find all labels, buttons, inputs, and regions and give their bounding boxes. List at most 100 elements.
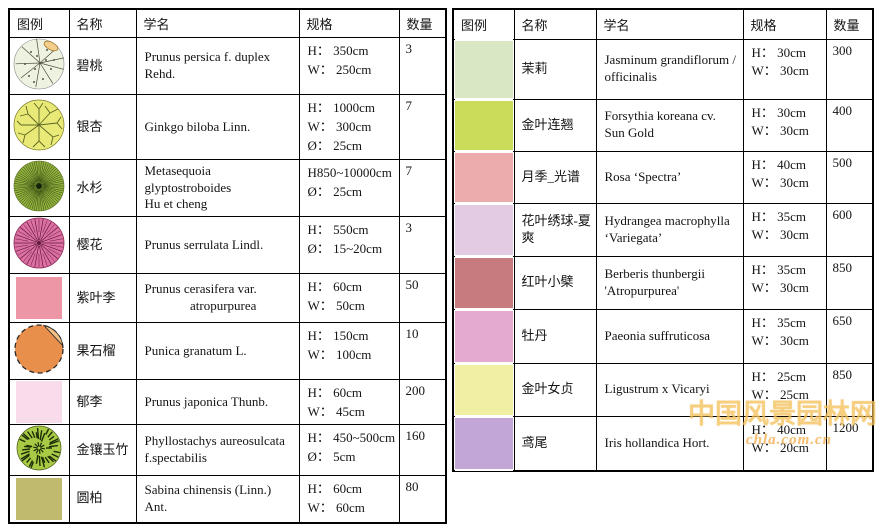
plant-row: 金叶女贞 Ligustrum x Vicaryi H： 25cm W： 25cm 850 — [452, 362, 874, 417]
latin-name-cell: Ligustrum x Vicaryi — [595, 362, 744, 417]
plant-name-cell: 银杏 — [68, 94, 137, 160]
latin-name-line: Punica granatum L. — [144, 342, 247, 358]
quantity-cell: 650 — [825, 308, 874, 364]
latin-name-line: Rosa ‘Spectra’ — [604, 168, 682, 184]
spec-line: H： 450~500cm — [307, 430, 396, 445]
spec-line: Ø： 5cm — [307, 448, 356, 464]
plant-name-cell: 鸢尾 — [513, 415, 597, 472]
latin-name-line: Prunus cerasifera var. — [144, 281, 257, 297]
quantity-cell: 850 — [825, 362, 874, 417]
legend-cell — [452, 98, 515, 152]
legend-cell — [452, 308, 515, 364]
plant-name-cell: 圆柏 — [68, 475, 137, 523]
quantity-cell: 1200 — [825, 415, 874, 472]
plant-row: 碧桃 Prunus persica f. duplex Rehd. H： 350cm… — [8, 37, 447, 95]
spec-cell: H： 40cm W： 20cm — [742, 415, 827, 472]
plant-symbol-square-icon — [16, 477, 63, 520]
quantity-cell: 80 — [398, 475, 447, 523]
legend-cell — [8, 379, 70, 425]
header-legend: 图例 — [8, 8, 70, 38]
header-latin: 学名 — [135, 8, 300, 38]
plant-row: 紫叶李 Prunus cerasifera var. atropurpurea H：… — [8, 273, 447, 323]
latin-name-cell: Prunus cerasifera var. atropurpurea — [135, 273, 300, 323]
latin-name-line: Hu et cheng — [144, 196, 208, 212]
plant-row: 茉莉 Jasminum grandiflorum / officinalis H： 3… — [452, 38, 874, 100]
legend-cell — [8, 273, 70, 323]
plant-row: 金镶玉竹 Phyllostachys aureosulcata f.spectabi… — [8, 424, 447, 476]
legend-cell — [8, 322, 70, 380]
legend-cell — [8, 216, 70, 274]
legend-cell — [8, 94, 70, 160]
spec-line: H： 60cm — [307, 279, 363, 294]
plant-name-cell: 郁李 — [68, 379, 137, 425]
plant-name-cell: 花叶绣球-夏爽 — [513, 202, 597, 257]
plant-symbol-square-icon — [16, 381, 63, 423]
plant-row: 鸢尾 Iris hollandica Hort. H： 40cm W： 20cm 120… — [452, 415, 874, 472]
plant-name-cell: 红叶小檗 — [513, 255, 597, 310]
spec-line: H： 35cm — [751, 208, 807, 224]
spec-cell: H： 60cm W： 60cm — [298, 475, 400, 523]
plant-row: 银杏 Ginkgo biloba Linn. H： 1000cm W： 300cm Ø：… — [8, 94, 447, 160]
spec-line: W： 25cm — [751, 387, 809, 403]
legend-cell — [8, 37, 70, 95]
spec-line: H： 30cm — [751, 44, 807, 60]
header-name: 名称 — [68, 8, 137, 38]
latin-name-cell: Iris hollandica Hort. — [595, 415, 744, 472]
latin-name-cell: Sabina chinensis (Linn.) Ant. — [135, 475, 300, 523]
plant-row: 月季_光谱 Rosa ‘Spectra’ H： 40cm W： 30cm 500 — [452, 150, 874, 204]
spec-cell: H： 30cm W： 30cm — [742, 38, 827, 100]
plant-name-cell: 碧桃 — [68, 37, 137, 95]
plant-symbol-peach-icon — [13, 38, 65, 94]
spec-cell: H： 60cm W： 45cm — [298, 379, 400, 425]
spec-line: Ø： 25cm — [307, 183, 363, 199]
quantity-cell: 160 — [398, 424, 447, 476]
spec-line: H： 40cm — [751, 156, 807, 172]
header-row: 图例 名称 学名 规格 数量 — [452, 8, 874, 40]
plant-row: 花叶绣球-夏爽 Hydrangea macrophylla ‘Variegata’ H… — [452, 202, 874, 257]
spec-line: W： 30cm — [751, 227, 809, 243]
spec-line: W： 20cm — [751, 440, 809, 456]
quantity-cell: 850 — [825, 255, 874, 310]
latin-name-line: Hydrangea macrophylla — [604, 212, 730, 228]
plant-row: 水杉 Metasequoia glyptostroboides Hu et chen… — [8, 159, 447, 217]
spec-cell: H： 35cm W： 30cm — [742, 255, 827, 310]
plant-name-cell: 月季_光谱 — [513, 150, 597, 204]
spec-cell: H： 25cm W： 25cm — [742, 362, 827, 417]
plant-name-cell: 樱花 — [68, 216, 137, 274]
latin-name-cell: Prunus serrulata Lindl. — [135, 216, 300, 274]
color-swatch — [455, 38, 513, 100]
plant-symbol-ginkgo-icon — [13, 99, 65, 155]
quantity-cell: 600 — [825, 202, 874, 257]
spec-line: W： 100cm — [307, 346, 372, 362]
plant-row: 樱花 Prunus serrulata Lindl. H： 550cm Ø： 15~2… — [8, 216, 447, 274]
latin-name-cell: Paeonia suffruticosa — [595, 308, 744, 364]
spec-cell: H： 40cm W： 30cm — [742, 150, 827, 204]
plant-row: 金叶连翘 Forsythia koreana cv. Sun Gold H： 30cm… — [452, 98, 874, 152]
plant-row: 红叶小檗 Berberis thunbergii 'Atropurpurea' H： … — [452, 255, 874, 310]
spec-line: H： 25cm — [751, 368, 807, 384]
legend-cell — [452, 202, 515, 257]
spec-cell: H： 450~500cm Ø： 5cm — [298, 424, 400, 476]
legend-cell — [452, 415, 515, 472]
plant-name-cell: 茉莉 — [513, 38, 597, 100]
latin-name-line: ‘Variegata’ — [604, 229, 663, 245]
plant-name-cell: 金叶女贞 — [513, 362, 597, 417]
spec-line: W： 50cm — [307, 297, 365, 313]
plant-name-cell: 紫叶李 — [68, 273, 137, 323]
latin-name-line: atropurpurea — [144, 298, 257, 313]
latin-name-line: Sun Gold — [604, 125, 654, 140]
spec-cell: H850~10000cm Ø： 25cm — [298, 159, 400, 217]
color-swatch — [455, 202, 513, 257]
header-legend: 图例 — [452, 8, 515, 40]
plant-table-shrubs: 图例 名称 学名 规格 数量 茉莉 Jasminum grandiflorum /… — [452, 8, 874, 472]
header-qty: 数量 — [398, 8, 447, 38]
plant-name-cell: 金叶连翘 — [513, 98, 597, 152]
latin-name-line: Berberis thunbergii — [604, 265, 706, 281]
spec-line: H： 35cm — [751, 314, 807, 330]
spec-line: W： 30cm — [751, 333, 809, 349]
latin-name-line: Forsythia koreana cv. — [604, 108, 716, 124]
plant-table-trees: 图例 名称 学名 规格 数量 碧桃 Prunus persica f. duple… — [8, 8, 447, 524]
color-swatch — [455, 150, 513, 204]
spec-line: H： 40cm — [751, 421, 807, 437]
plant-legend-sheet: 图例 名称 学名 规格 数量 碧桃 Prunus persica f. duple… — [8, 8, 877, 524]
